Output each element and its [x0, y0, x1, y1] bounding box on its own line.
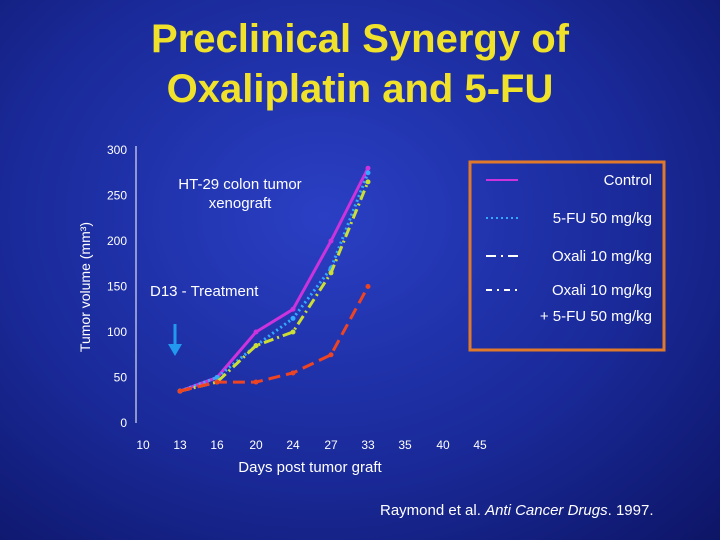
x-tick-label: 16	[210, 438, 224, 452]
data-point	[328, 270, 334, 276]
annotation-model: HT-29 colon tumor	[178, 176, 301, 193]
data-point	[290, 370, 296, 376]
citation-journal: Anti Cancer Drugs	[485, 502, 608, 519]
x-tick-label: 27	[324, 438, 338, 452]
treatment-arrow-head	[168, 344, 182, 356]
data-point	[214, 379, 220, 385]
series-line	[179, 285, 370, 393]
x-tick-label: 20	[249, 438, 263, 452]
x-tick-label: 45	[473, 438, 487, 452]
legend-label: Oxali 10 mg/kg	[552, 282, 652, 299]
x-tick-label: 13	[173, 438, 187, 452]
title-line-2: Oxaliplatin and 5-FU	[166, 67, 554, 111]
x-axis-label: Days post tumor graft	[238, 459, 382, 476]
y-tick-label: 150	[107, 280, 127, 294]
data-point	[177, 388, 183, 394]
data-point	[253, 379, 259, 385]
y-tick-label: 300	[107, 143, 127, 157]
data-point	[365, 165, 371, 171]
legend-label: + 5-FU 50 mg/kg	[540, 308, 652, 325]
x-tick-label: 33	[361, 438, 375, 452]
chart-series	[177, 165, 371, 394]
legend-box	[468, 160, 666, 352]
x-tick-label: 24	[286, 438, 300, 452]
x-tick-label: 40	[436, 438, 450, 452]
data-point	[253, 329, 259, 335]
y-tick-label: 50	[114, 371, 128, 385]
data-point	[290, 315, 296, 321]
x-tick-label: 35	[398, 438, 412, 452]
y-axis-label: Tumor volume (mm³)	[77, 222, 93, 352]
data-point	[290, 329, 296, 335]
slide-title: Preclinical Synergy of Oxaliplatin and 5…	[0, 14, 720, 114]
x-tick-label: 10	[136, 438, 150, 452]
annotation-model: xenograft	[209, 195, 272, 212]
series-line	[179, 172, 370, 393]
citation: Raymond et al. Anti Cancer Drugs. 1997.	[380, 502, 654, 519]
data-point	[290, 306, 296, 312]
y-tick-label: 100	[107, 325, 127, 339]
data-point	[328, 238, 334, 244]
y-tick-label: 0	[120, 416, 127, 430]
data-point	[365, 284, 371, 289]
data-point	[214, 375, 220, 380]
legend-label: 5-FU 50 mg/kg	[553, 210, 652, 227]
chart-annotations: HT-29 colon tumor xenograft D13 - Treatmen…	[150, 176, 302, 356]
chart-axes: 0 50 100 150 200 250 300 10 13 16 20 24 27 33 35 40 45 Da…	[77, 143, 487, 476]
legend-label: Control	[604, 172, 652, 189]
y-tick-label: 200	[107, 234, 127, 248]
data-point	[365, 170, 371, 176]
series-line	[179, 167, 370, 393]
data-point	[328, 352, 334, 358]
annotation-treatment: D13 - Treatment	[150, 283, 259, 300]
legend-label: Oxali 10 mg/kg	[552, 248, 652, 265]
citation-authors: Raymond et al.	[380, 502, 481, 519]
data-point	[253, 343, 259, 349]
y-tick-label: 250	[107, 189, 127, 203]
citation-year: . 1997.	[607, 502, 654, 519]
title-line-1: Preclinical Synergy of	[151, 17, 569, 61]
chart-legend: Control 5-FU 50 mg/kg Oxali 10 mg/kg Oxali …	[468, 160, 666, 352]
data-point	[365, 179, 371, 185]
